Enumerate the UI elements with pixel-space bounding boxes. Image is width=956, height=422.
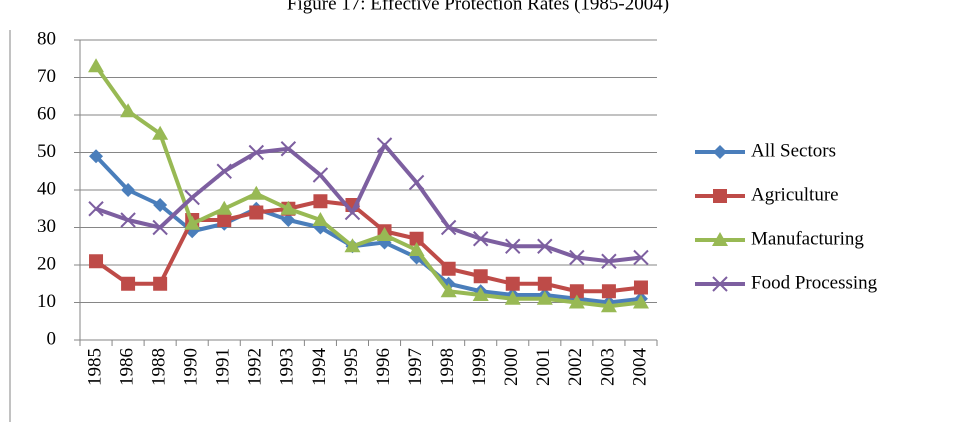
y-tick-label: 10 <box>37 291 56 312</box>
y-tick-label: 20 <box>37 253 56 274</box>
marker <box>537 276 552 291</box>
marker <box>281 213 296 227</box>
marker <box>568 294 585 309</box>
marker <box>249 205 264 220</box>
marker <box>153 276 168 291</box>
marker <box>88 58 105 73</box>
marker <box>601 253 617 269</box>
marker <box>472 287 489 301</box>
marker <box>120 103 137 118</box>
x-tick-label: 2004 <box>629 348 650 387</box>
x-tick-label: 1988 <box>148 348 169 386</box>
x-tick-label: 1990 <box>181 348 202 386</box>
marker <box>184 189 200 206</box>
y-tick-label: 40 <box>37 178 56 199</box>
marker <box>504 290 521 305</box>
marker <box>344 238 361 253</box>
y-tick-label: 80 <box>37 28 56 49</box>
series-line <box>94 65 642 309</box>
legend-marker <box>712 232 728 246</box>
marker <box>633 280 648 295</box>
marker <box>153 198 168 212</box>
marker <box>152 125 169 140</box>
x-tick-label: 1998 <box>437 348 458 386</box>
marker <box>89 254 104 269</box>
marker <box>344 204 361 221</box>
x-tick-label: 1997 <box>405 348 426 386</box>
marker <box>120 212 136 228</box>
y-tick-label: 70 <box>37 66 56 87</box>
marker <box>441 261 456 276</box>
y-tick-label: 50 <box>37 141 56 162</box>
marker <box>472 231 489 247</box>
marker <box>312 167 329 183</box>
marker <box>280 141 297 157</box>
chart-title: Figure 17: Effective Protection Rates (1… <box>287 0 669 14</box>
marker <box>632 294 649 309</box>
marker <box>569 284 584 299</box>
x-tick-label: 1986 <box>116 348 137 386</box>
marker <box>536 290 553 305</box>
marker <box>248 144 265 161</box>
marker <box>473 269 488 284</box>
marker <box>89 149 104 164</box>
marker <box>408 242 425 256</box>
marker <box>312 212 329 226</box>
marker <box>152 219 168 236</box>
marker <box>217 213 232 227</box>
x-tick-label: 1995 <box>341 348 362 386</box>
marker <box>409 231 424 246</box>
marker <box>376 227 393 241</box>
marker <box>376 137 393 153</box>
marker <box>313 194 328 209</box>
marker <box>440 283 457 298</box>
legend-marker <box>712 276 728 292</box>
marker <box>280 200 297 215</box>
marker <box>88 201 104 217</box>
x-tick-label: 2003 <box>597 348 618 386</box>
marker <box>600 298 617 313</box>
x-tick-label: 1999 <box>469 348 490 386</box>
y-tick-label: 60 <box>37 103 56 124</box>
x-tick-label: 2002 <box>565 348 586 386</box>
marker <box>248 185 265 200</box>
legend-label: All Sectors <box>751 140 836 161</box>
marker <box>216 200 233 215</box>
legend-label: Food Processing <box>751 272 878 293</box>
x-tick-label: 1996 <box>373 348 394 386</box>
y-tick-label: 30 <box>37 216 56 237</box>
marker <box>601 284 616 299</box>
marker <box>537 238 553 254</box>
legend-label: Agriculture <box>751 184 839 205</box>
legend-label: Manufacturing <box>751 228 864 249</box>
legend-marker <box>713 189 727 203</box>
marker <box>408 174 425 191</box>
marker <box>633 249 649 266</box>
x-tick-label: 1993 <box>277 348 298 386</box>
marker <box>440 219 457 236</box>
marker <box>216 163 232 179</box>
marker <box>569 249 585 266</box>
x-tick-label: 2000 <box>501 348 522 386</box>
x-tick-label: 2001 <box>533 348 554 386</box>
marker <box>121 276 136 291</box>
x-tick-label: 1991 <box>213 348 234 386</box>
y-tick-label: 0 <box>47 328 57 349</box>
marker <box>505 238 521 254</box>
x-tick-label: 1994 <box>309 348 330 387</box>
legend-marker <box>713 145 727 159</box>
marker <box>184 215 201 230</box>
x-tick-label: 1985 <box>84 348 105 386</box>
marker <box>505 276 520 291</box>
marker <box>121 183 136 197</box>
x-tick-label: 1992 <box>245 348 266 386</box>
